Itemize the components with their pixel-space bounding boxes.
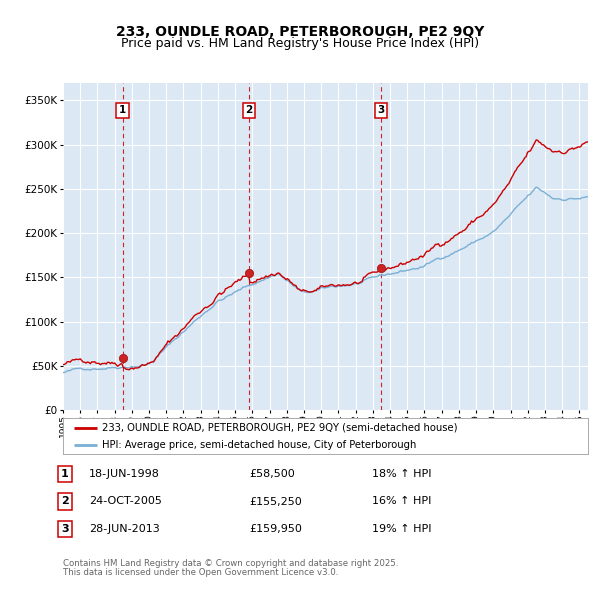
Text: 24-OCT-2005: 24-OCT-2005	[89, 497, 161, 506]
Text: 18% ↑ HPI: 18% ↑ HPI	[372, 470, 431, 479]
Text: £155,250: £155,250	[249, 497, 302, 506]
Text: 2: 2	[61, 497, 68, 506]
Text: 19% ↑ HPI: 19% ↑ HPI	[372, 524, 431, 533]
Text: 233, OUNDLE ROAD, PETERBOROUGH, PE2 9QY (semi-detached house): 233, OUNDLE ROAD, PETERBOROUGH, PE2 9QY …	[103, 423, 458, 433]
Text: 28-JUN-2013: 28-JUN-2013	[89, 524, 160, 533]
Text: 2: 2	[245, 106, 253, 116]
Text: 1: 1	[119, 106, 126, 116]
Text: This data is licensed under the Open Government Licence v3.0.: This data is licensed under the Open Gov…	[63, 568, 338, 577]
Text: 16% ↑ HPI: 16% ↑ HPI	[372, 497, 431, 506]
Text: HPI: Average price, semi-detached house, City of Peterborough: HPI: Average price, semi-detached house,…	[103, 440, 417, 450]
Text: 18-JUN-1998: 18-JUN-1998	[89, 470, 160, 479]
Text: Contains HM Land Registry data © Crown copyright and database right 2025.: Contains HM Land Registry data © Crown c…	[63, 559, 398, 568]
Text: Price paid vs. HM Land Registry's House Price Index (HPI): Price paid vs. HM Land Registry's House …	[121, 37, 479, 50]
Text: £58,500: £58,500	[249, 470, 295, 479]
Text: 3: 3	[61, 524, 68, 533]
Text: 1: 1	[61, 470, 68, 479]
Text: 233, OUNDLE ROAD, PETERBOROUGH, PE2 9QY: 233, OUNDLE ROAD, PETERBOROUGH, PE2 9QY	[116, 25, 484, 39]
Text: 3: 3	[377, 106, 385, 116]
Text: £159,950: £159,950	[249, 524, 302, 533]
